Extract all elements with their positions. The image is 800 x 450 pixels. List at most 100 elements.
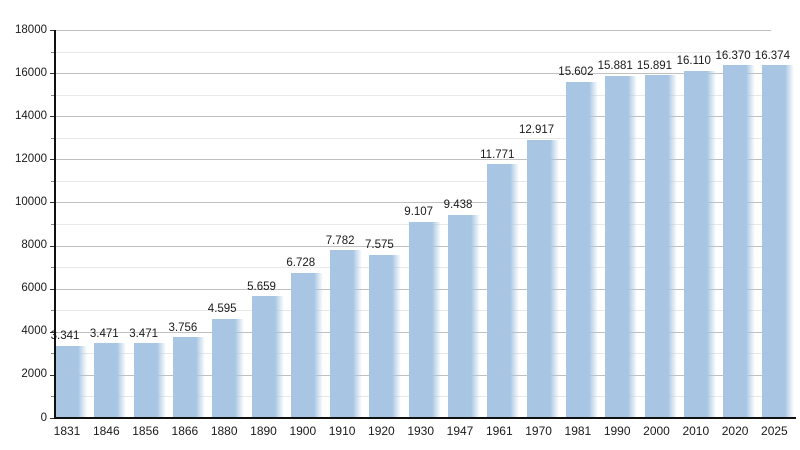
- bar-value-label: 9.107: [404, 206, 434, 219]
- y-axis-tick: [50, 374, 55, 376]
- plot-area: 0 2000 4000 6000 8000 10000 12000 14000 16000 180…: [15, 24, 796, 437]
- bar-slot: 5.659 1890: [247, 30, 291, 437]
- y-axis-tick: [51, 396, 55, 398]
- bar: [330, 250, 363, 418]
- bar: [94, 343, 127, 418]
- bar-value-label: 7.575: [365, 239, 394, 252]
- gridline-major: [55, 159, 771, 161]
- y-axis-tick: [50, 116, 55, 118]
- x-axis-tick-label: 1846: [92, 424, 120, 438]
- x-axis-tick-label: 1910: [328, 424, 356, 438]
- bar: [448, 214, 480, 418]
- x-axis-tick-label: 1831: [53, 424, 81, 438]
- x-axis-tick-label: 1981: [564, 424, 592, 438]
- y-axis-tick-label: 6000: [21, 281, 47, 294]
- bar-slot: 16.370 2020: [716, 30, 762, 437]
- bar-value-label: 11.771: [480, 148, 515, 161]
- x-axis-tick-label: 1920: [368, 424, 395, 438]
- x-axis-tick-label: 1947: [446, 424, 474, 438]
- bar: [644, 75, 677, 418]
- bar: [565, 81, 598, 418]
- y-axis-labels: 0 2000 4000 6000 8000 10000 12000 14000 16000 180…: [15, 24, 771, 423]
- bar-slot: 9.438 1947: [444, 30, 487, 437]
- gridline-major: [55, 73, 771, 75]
- bar: [369, 254, 402, 418]
- bar: [251, 296, 284, 418]
- y-axis-tick: [51, 51, 55, 53]
- bar: [605, 75, 638, 418]
- bar-slot: 7.575 1920: [365, 30, 408, 437]
- x-axis-tick-label: 2010: [682, 424, 710, 438]
- bar-value-label: 15.602: [558, 66, 594, 79]
- y-axis-tick: [51, 180, 55, 182]
- y-axis-tick: [50, 202, 55, 204]
- bar-slot: 3.471 1846: [90, 30, 133, 437]
- x-axis-tick-label: 2025: [761, 424, 788, 438]
- bar-slot: 9.107 1930: [404, 30, 448, 437]
- x-axis-tick-label: 1890: [250, 424, 277, 438]
- bar: [133, 343, 166, 418]
- bar-value-label: 16.110: [676, 55, 711, 68]
- bar-value-label: 5.659: [247, 280, 276, 293]
- bar-value-label: 15.891: [636, 59, 673, 72]
- x-axis-tick-label: 1856: [132, 424, 159, 438]
- x-axis-tick-label: 1880: [210, 424, 238, 438]
- bar: [487, 164, 520, 418]
- gridline-minor: [55, 94, 771, 96]
- bar-slot: 16.110 2010: [677, 30, 723, 437]
- bar: [290, 272, 323, 418]
- bar: [408, 221, 441, 418]
- y-axis-tick-label: 12000: [15, 152, 47, 165]
- gridline-minor: [55, 51, 771, 53]
- bar-slot: 15.891 2000: [637, 30, 684, 437]
- bar-slot: 12.917 1970: [519, 30, 566, 437]
- gridline-minor: [55, 180, 771, 182]
- bar-value-label: 3.756: [168, 321, 198, 334]
- x-axis-tick-label: 1970: [525, 424, 552, 438]
- bar-value-label: 9.438: [443, 199, 473, 212]
- gridline-major: [55, 202, 771, 204]
- bar-value-label: 7.782: [325, 234, 355, 247]
- x-axis-tick-label: 1961: [485, 424, 513, 438]
- bar-slot: 4.595 1880: [208, 30, 251, 437]
- bar: [212, 318, 245, 418]
- bar: [526, 139, 559, 418]
- bars-layer: 3.341 1831 3.471 1846 3.471 1856 3.756 1866 4.59…: [51, 30, 800, 437]
- bar-slot: 3.756 1866: [169, 30, 212, 437]
- y-axis-tick: [51, 353, 55, 355]
- x-axis-tick-label: 2000: [643, 424, 670, 438]
- y-axis-tick-label: 4000: [21, 325, 47, 338]
- bar-slot: 7.782 1910: [326, 30, 369, 437]
- bar-value-label: 4.595: [207, 303, 237, 316]
- bar-slot: 3.341 1831: [51, 30, 94, 437]
- y-axis-tick-label: 10000: [15, 195, 47, 208]
- y-axis-tick: [51, 267, 55, 269]
- x-axis-tick-label: 1930: [407, 424, 435, 438]
- bar-value-label: 6.728: [286, 257, 316, 270]
- bar-value-label: 12.917: [519, 124, 555, 137]
- x-axis-line: [55, 417, 796, 419]
- bar-value-label: 3.471: [89, 327, 119, 340]
- y-axis-tick: [50, 418, 55, 419]
- bar: [762, 65, 795, 418]
- y-axis-tick-label: 16000: [15, 66, 47, 79]
- bar-slot: 3.471 1856: [129, 30, 173, 437]
- y-axis-tick-label: 8000: [21, 238, 47, 251]
- y-axis-tick: [51, 137, 55, 139]
- gridline-major: [55, 116, 771, 118]
- bar: [683, 70, 716, 418]
- y-axis-tick: [50, 288, 55, 290]
- bar-slot: 15.602 1981: [558, 30, 605, 437]
- y-axis-tick-label: 2000: [21, 368, 47, 381]
- bar-slot: 6.728 1900: [286, 30, 330, 437]
- y-axis-tick: [50, 331, 55, 333]
- bar-value-label: 3.341: [50, 330, 80, 343]
- bar: [723, 65, 756, 418]
- gridline-minor: [55, 137, 771, 139]
- y-axis-line: [54, 30, 56, 419]
- y-axis-tick: [50, 73, 55, 75]
- y-axis-ticks-layer: [50, 30, 771, 419]
- bar-value-label: 16.370: [715, 49, 751, 62]
- y-axis-tick: [51, 224, 55, 225]
